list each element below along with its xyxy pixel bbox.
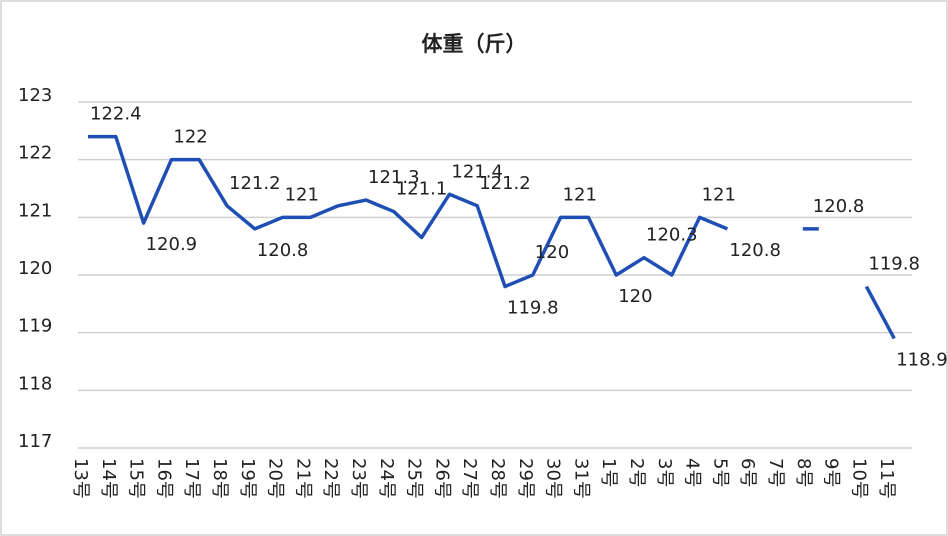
chart-title: 体重（斤） <box>422 32 527 56</box>
y-tick-label: 120 <box>18 258 52 279</box>
x-tick-label: 17号 <box>181 458 202 499</box>
x-tick-label: 16号 <box>153 458 174 499</box>
x-tick-label: 10号 <box>848 458 869 499</box>
data-label: 121 <box>702 184 736 205</box>
data-label: 121 <box>563 184 597 205</box>
data-label: 120.3 <box>646 225 698 246</box>
data-label: 119.8 <box>868 254 920 275</box>
data-label: 121 <box>285 184 319 205</box>
x-tick-label: 6号 <box>737 458 758 487</box>
x-tick-label: 31号 <box>570 458 591 499</box>
data-label: 120.8 <box>813 196 865 217</box>
data-label: 121.2 <box>479 173 531 194</box>
y-tick-label: 118 <box>18 373 52 394</box>
x-tick-label: 13号 <box>70 458 91 499</box>
y-tick-label: 123 <box>18 85 52 106</box>
x-tick-label: 15号 <box>126 458 147 499</box>
data-label: 121.1 <box>396 179 448 200</box>
x-tick-label: 24号 <box>376 458 397 499</box>
data-label: 118.9 <box>896 349 948 370</box>
x-tick-label: 11号 <box>876 458 897 499</box>
x-tick-label: 8号 <box>793 458 814 487</box>
x-tick-label: 29号 <box>515 458 536 499</box>
data-label: 120.8 <box>729 240 781 261</box>
y-tick-label: 117 <box>18 431 52 452</box>
x-tick-label: 23号 <box>348 458 369 499</box>
x-tick-label: 14号 <box>98 458 119 499</box>
x-tick-label: 20号 <box>265 458 286 499</box>
y-tick-label: 119 <box>18 316 52 337</box>
x-tick-label: 21号 <box>292 458 313 499</box>
data-label: 120.8 <box>257 240 309 261</box>
data-label: 121.3 <box>368 167 420 188</box>
data-label: 122.4 <box>90 104 142 125</box>
data-label: 122 <box>173 127 207 148</box>
x-tick-label: 27号 <box>459 458 480 499</box>
x-tick-label: 5号 <box>709 458 730 487</box>
x-tick-label: 25号 <box>404 458 425 499</box>
x-tick-label: 22号 <box>320 458 341 499</box>
x-tick-label: 2号 <box>626 458 647 487</box>
data-label: 121.4 <box>451 161 503 182</box>
x-tick-label: 28号 <box>487 458 508 499</box>
y-tick-label: 121 <box>18 200 52 221</box>
data-label: 121.2 <box>229 173 281 194</box>
x-tick-label: 18号 <box>209 458 230 499</box>
x-tick-label: 3号 <box>654 458 675 487</box>
x-tick-label: 9号 <box>821 458 842 487</box>
x-tick-label: 1号 <box>598 458 619 487</box>
x-tick-label: 26号 <box>431 458 452 499</box>
data-label: 120.9 <box>146 234 198 255</box>
x-tick-label: 30号 <box>543 458 564 499</box>
y-tick-label: 122 <box>18 143 52 164</box>
x-tick-label: 4号 <box>682 458 703 487</box>
data-label: 119.8 <box>507 298 559 319</box>
line-series <box>88 134 729 289</box>
x-tick-label: 19号 <box>237 458 258 499</box>
x-tick-label: 7号 <box>765 458 786 487</box>
line-series <box>864 285 896 340</box>
data-label: 120 <box>535 242 569 263</box>
data-label: 120 <box>618 286 652 307</box>
